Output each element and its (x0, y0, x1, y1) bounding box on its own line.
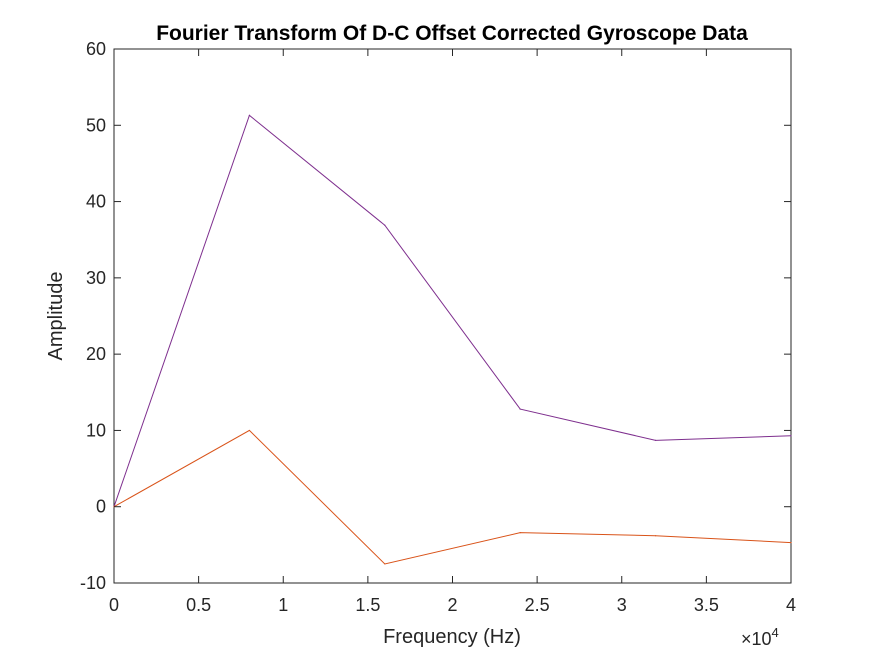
y-axis-label: Amplitude (45, 272, 67, 361)
data-point-1-4 (519, 408, 521, 410)
x-axis-exponent: ×104 (741, 625, 779, 649)
data-point-2-2 (248, 429, 250, 432)
x-axis-exponent-base: ×10 (741, 629, 772, 649)
y-tick-label: 30 (86, 268, 106, 288)
data-point-1-3 (384, 224, 386, 226)
data-point-2-3 (384, 563, 386, 565)
series-layer (113, 114, 792, 565)
y-tick-label: 40 (86, 192, 106, 212)
x-tick-label: 4 (786, 595, 796, 615)
y-tick-label: 10 (86, 420, 106, 440)
x-tick-label: 2 (447, 595, 457, 615)
x-axis-label: Frequency (Hz) (383, 626, 521, 648)
chart-title: Fourier Transform Of D-C Offset Correcte… (156, 22, 748, 45)
data-point-2-6 (790, 541, 792, 544)
y-tick-label: 50 (86, 115, 106, 135)
y-tick-label: 60 (86, 39, 106, 59)
x-axis-ticks: 0 0.5 1 1.5 2 2.5 3 3.5 4 (109, 49, 796, 615)
x-tick-label: 1 (278, 595, 288, 615)
data-point-2-5 (655, 535, 657, 537)
data-point-1-6 (790, 435, 792, 437)
axes-box (113, 48, 792, 584)
data-point-1-5 (655, 439, 657, 441)
data-point-1-2 (248, 114, 250, 116)
y-tick-label: 0 (96, 497, 106, 517)
y-axis-ticks: -10 0 10 20 30 40 50 60 (80, 39, 791, 593)
series-line-2 (113, 429, 792, 565)
data-point-2-4 (519, 532, 521, 534)
x-axis-exponent-power: 4 (772, 625, 779, 640)
y-tick-label: -10 (80, 573, 106, 593)
x-tick-label: 0.5 (186, 595, 211, 615)
x-tick-label: 1.5 (355, 595, 380, 615)
x-tick-label: 3.5 (694, 595, 719, 615)
x-tick-label: 2.5 (525, 595, 550, 615)
x-tick-label: 0 (109, 595, 119, 615)
y-tick-label: 20 (86, 344, 106, 364)
series-line-1 (113, 114, 792, 507)
x-tick-label: 3 (617, 595, 627, 615)
